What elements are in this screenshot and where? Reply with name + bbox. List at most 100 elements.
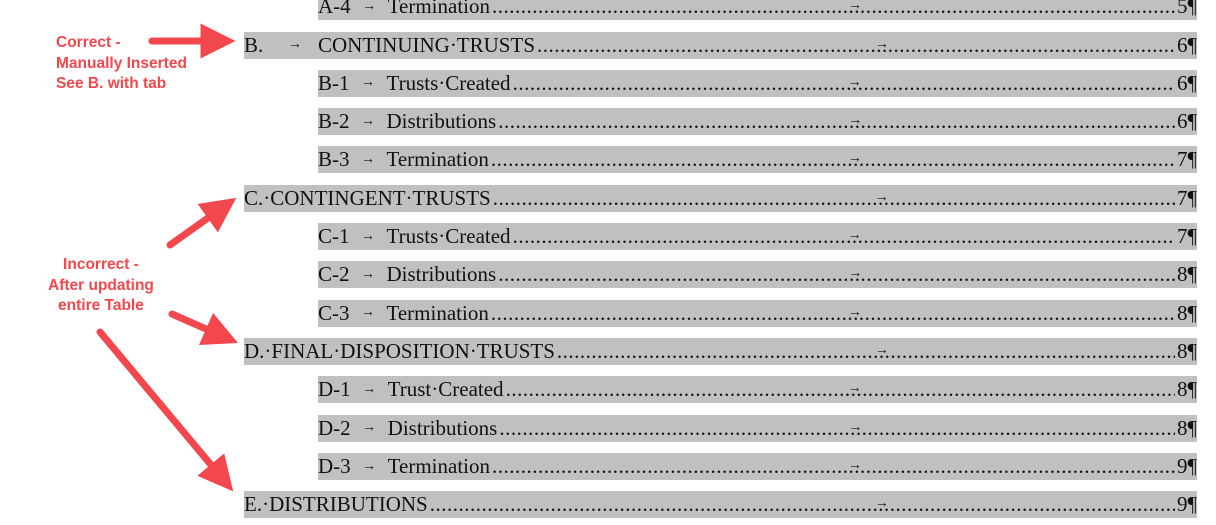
page-number: 6	[1177, 33, 1197, 58]
leader: →	[430, 492, 1175, 517]
entry-title: Termination	[387, 454, 491, 479]
tab-mark: →	[848, 419, 863, 435]
annotation-line: Correct -	[56, 34, 121, 51]
tab-mark: →	[362, 458, 377, 474]
entry-label: D-2	[318, 415, 351, 440]
entry-label: D-3	[318, 454, 351, 479]
toc-entry: B. → CONTINUING·TRUSTS → 6	[244, 31, 1197, 59]
tab-mark: →	[847, 74, 862, 90]
entry-title: D.·FINAL·DISPOSITION·TRUSTS	[244, 339, 555, 364]
leader: →	[499, 416, 1175, 441]
entry-title: E.·DISTRIBUTIONS	[244, 492, 428, 517]
tab-mark: →	[874, 496, 889, 512]
tab-mark: →	[362, 420, 377, 436]
tab-mark: →	[361, 151, 375, 167]
tab-mark: →	[362, 381, 377, 397]
entry-label: D-1	[318, 377, 351, 402]
tab-mark: →	[848, 0, 863, 14]
entry-label: B-1	[318, 70, 350, 95]
annotation-line: entire Table	[58, 297, 144, 314]
tab-mark: →	[847, 381, 862, 397]
annotation-line: See B. with tab	[56, 75, 167, 92]
leader: →	[498, 109, 1175, 134]
leader: →	[492, 0, 1175, 19]
tab-mark: →	[362, 0, 377, 14]
leader: →	[557, 339, 1175, 364]
entry-title: Distributions	[386, 262, 497, 287]
toc-entry: D-2 → Distributions → 8	[318, 414, 1197, 442]
leader: →	[513, 71, 1175, 96]
leader: →	[498, 262, 1175, 287]
toc-entry: A-4 → Termination → 5	[318, 0, 1197, 21]
entry-label: B.	[244, 32, 264, 57]
tab-mark: →	[361, 305, 375, 321]
annotation-correct: Correct - Manually Inserted See B. with ta…	[56, 33, 187, 95]
tab-mark: →	[288, 37, 302, 52]
toc-entry: B-1 → Trusts·Created → 6	[318, 69, 1197, 97]
tab-mark: →	[361, 228, 375, 244]
entry-title: Trust·Created	[387, 377, 504, 402]
leader: →	[506, 377, 1175, 402]
leader: →	[513, 224, 1175, 249]
toc-entry: C-2 → Distributions → 8	[318, 261, 1197, 289]
page-number: 8	[1177, 301, 1197, 326]
tab-mark: →	[874, 343, 889, 359]
entry-label: B-2	[318, 109, 350, 134]
leader: →	[491, 301, 1175, 326]
toc-entry: E.·DISTRIBUTIONS → 9	[244, 491, 1197, 519]
annotation-line: Manually Inserted	[56, 54, 187, 72]
arrow-incorrect-d	[168, 310, 239, 345]
tab-mark: →	[874, 189, 889, 205]
toc-entry: C-3 → Termination → 8	[318, 299, 1197, 327]
entry-title: C.·CONTINGENT·TRUSTS	[244, 185, 491, 210]
tab-mark: →	[847, 228, 862, 244]
leader: →	[493, 186, 1175, 211]
toc-entry: B-2 → Distributions → 6	[318, 108, 1197, 136]
arrow-incorrect-e	[96, 328, 234, 492]
toc-entry: D.·FINAL·DISPOSITION·TRUSTS → 8	[244, 338, 1197, 366]
entry-title: Trusts·Created	[386, 70, 511, 95]
page-number: 8	[1177, 416, 1197, 441]
leader: →	[492, 454, 1175, 479]
page-number: 9	[1177, 454, 1197, 479]
tab-mark: →	[847, 304, 862, 320]
annotation-incorrect: Incorrect - After updating entire Table	[48, 255, 154, 317]
entry-title: Trusts·Created	[386, 224, 511, 249]
page-number: 6	[1177, 71, 1197, 96]
tab-mark: →	[361, 113, 375, 129]
entry-label: B-3	[318, 147, 350, 172]
tab-mark: →	[848, 113, 863, 129]
tab-mark: →	[848, 266, 863, 282]
page-number: 8	[1177, 262, 1197, 287]
entry-title: CONTINUING·TRUSTS	[318, 32, 535, 57]
page-number: 7	[1177, 224, 1197, 249]
page-number: 8	[1177, 377, 1197, 402]
arrow-incorrect-c	[166, 197, 237, 249]
entry-title: Termination	[386, 147, 489, 172]
toc-entry: D-1 → Trust·Created → 8	[318, 376, 1197, 404]
entry-label: C-1	[318, 224, 350, 249]
tab-mark: →	[361, 75, 375, 91]
tab-mark: →	[361, 266, 375, 282]
entry-label: C-3	[318, 300, 350, 325]
annotation-line: Incorrect -	[63, 256, 139, 273]
toc-entry: B-3 → Termination → 7	[318, 146, 1197, 174]
annotation-line: After updating	[48, 276, 154, 294]
tab-mark: →	[875, 36, 889, 52]
entry-title: Distributions	[386, 109, 497, 134]
page-number: 7	[1177, 147, 1197, 172]
page-number: 9	[1177, 492, 1197, 517]
tab-mark: →	[847, 151, 862, 167]
toc-entry: D-3 → Termination → 9	[318, 453, 1197, 481]
entry-title: Distributions	[387, 415, 498, 440]
entry-title: Termination	[386, 300, 489, 325]
page-number: 7	[1177, 186, 1197, 211]
toc-entry: C.·CONTINGENT·TRUSTS → 7	[244, 184, 1197, 212]
page-number: 6	[1177, 109, 1197, 134]
leader: →	[491, 147, 1175, 172]
entry-label: C-2	[318, 262, 350, 287]
entry-label: A-4	[318, 0, 351, 19]
page-number: 5	[1177, 0, 1197, 19]
